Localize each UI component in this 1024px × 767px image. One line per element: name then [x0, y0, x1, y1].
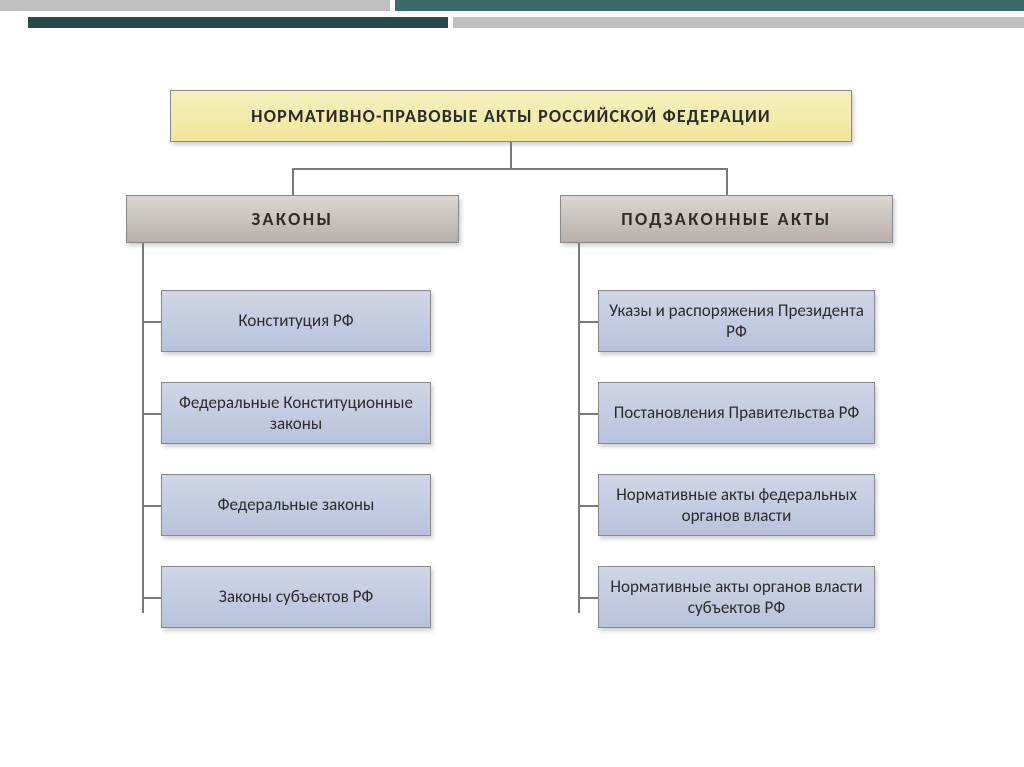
- leaf-laws-3: Законы субъектов РФ: [161, 566, 431, 628]
- connector: [142, 505, 161, 507]
- slide-top-stripes: [0, 0, 1024, 28]
- leaf-sub-3: Нормативные акты органов власти субъекто…: [598, 566, 875, 628]
- branch-laws: ЗАКОНЫ: [126, 195, 459, 243]
- connector: [142, 597, 161, 599]
- stripe-seg: [395, 0, 1024, 11]
- root-node: НОРМАТИВНО-ПРАВОВЫЕ АКТЫ РОССИЙСКОЙ ФЕДЕ…: [170, 90, 852, 142]
- connector: [578, 597, 598, 599]
- connector: [578, 413, 598, 415]
- stripe-seg: [453, 17, 1024, 28]
- connector: [510, 142, 512, 168]
- leaf-sub-0: Указы и распоряжения Президента РФ: [598, 290, 875, 352]
- stripe-seg: [28, 17, 448, 28]
- leaf-laws-1: Федеральные Конституционные законы: [161, 382, 431, 444]
- connector: [292, 168, 294, 195]
- leaf-sub-1: Постановления Правительства РФ: [598, 382, 875, 444]
- org-chart: НОРМАТИВНО-ПРАВОВЫЕ АКТЫ РОССИЙСКОЙ ФЕДЕ…: [60, 90, 964, 707]
- leaf-sub-2: Нормативные акты федеральных органов вла…: [598, 474, 875, 536]
- connector: [292, 168, 728, 170]
- leaf-laws-2: Федеральные законы: [161, 474, 431, 536]
- leaf-laws-0: Конституция РФ: [161, 290, 431, 352]
- stripe-seg: [0, 0, 390, 11]
- connector: [578, 505, 598, 507]
- connector: [142, 321, 161, 323]
- branch-subacts: ПОДЗАКОННЫЕ АКТЫ: [560, 195, 893, 243]
- connector: [142, 243, 144, 613]
- connector: [142, 413, 161, 415]
- connector: [726, 168, 728, 195]
- stripe-seg: [0, 17, 23, 28]
- connector: [578, 321, 598, 323]
- connector: [578, 243, 580, 613]
